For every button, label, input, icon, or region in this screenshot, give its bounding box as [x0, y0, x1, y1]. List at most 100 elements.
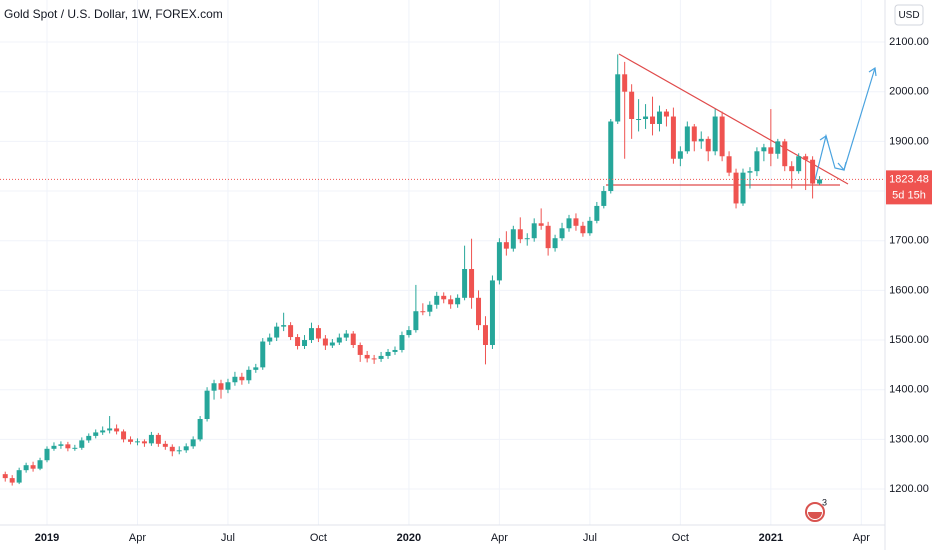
- x-tick-label: 2020: [397, 532, 421, 544]
- candle-body: [93, 432, 99, 436]
- candle-body: [538, 223, 544, 226]
- candle-body: [705, 138, 711, 152]
- candle-body: [225, 382, 231, 390]
- candle-body: [656, 111, 662, 124]
- candle-body: [350, 333, 356, 345]
- candle-body: [371, 358, 377, 360]
- candle-body: [719, 116, 725, 157]
- candle-body: [740, 172, 746, 204]
- arrow-head: [837, 161, 847, 172]
- candle-body: [796, 156, 802, 172]
- candle-body: [698, 138, 704, 142]
- candle-body: [663, 111, 669, 117]
- currency-label[interactable]: USD: [898, 10, 919, 21]
- candle-body: [246, 369, 252, 381]
- candle-body: [204, 390, 210, 420]
- candle-body: [37, 460, 43, 469]
- candle-body: [413, 311, 419, 331]
- time-axis: 2019 Apr Jul Oct 2020 Apr Jul Oct 2021 Apr: [35, 532, 870, 544]
- candle-body: [190, 439, 196, 447]
- x-tick-label: Apr: [853, 532, 870, 544]
- x-tick-label: Apr: [129, 532, 146, 544]
- candle-body: [677, 151, 683, 159]
- candle-body: [2, 474, 8, 479]
- candle-body: [754, 151, 760, 172]
- candle-body: [336, 337, 342, 343]
- candle-body: [148, 434, 154, 444]
- candle-body: [218, 383, 224, 390]
- y-tick-label: 1200.00: [889, 483, 929, 495]
- candle-body: [531, 223, 537, 239]
- candle-body: [121, 431, 127, 440]
- y-tick-label: 2100.00: [889, 36, 929, 48]
- candle-body: [587, 220, 593, 234]
- candle-body: [580, 225, 586, 234]
- candle-body: [545, 225, 551, 249]
- candle-body: [594, 205, 600, 221]
- chart-title: Gold Spot / U.S. Dollar, 1W, FOREX.com: [4, 7, 223, 21]
- candle-body: [253, 367, 259, 370]
- y-tick-label: 1600.00: [889, 284, 929, 296]
- x-tick-label: 2019: [35, 532, 59, 544]
- candle-body: [573, 218, 579, 226]
- candle-body: [803, 156, 809, 160]
- x-tick-label: Oct: [672, 532, 689, 544]
- candle-body: [420, 311, 426, 313]
- candle-body: [712, 116, 718, 152]
- candle-body: [114, 428, 120, 432]
- candle-body: [747, 171, 753, 173]
- candle-body: [615, 74, 621, 122]
- candle-body: [232, 376, 238, 383]
- arrow-head: [819, 135, 829, 144]
- candle-body: [357, 345, 363, 355]
- x-tick-label: Oct: [310, 532, 327, 544]
- candle-body: [496, 242, 502, 281]
- logo-flag: [808, 512, 822, 519]
- x-tick-label: 2021: [759, 532, 783, 544]
- y-tick-label: 1300.00: [889, 433, 929, 445]
- candle-body: [448, 299, 454, 305]
- candle-body: [789, 166, 795, 172]
- y-tick-label: 1500.00: [889, 334, 929, 346]
- candle-body: [601, 191, 607, 206]
- candle-body: [288, 325, 294, 338]
- countdown-label: 5d 15h: [892, 189, 926, 201]
- candle-body: [392, 349, 398, 352]
- candle-body: [385, 351, 391, 356]
- candle-body: [510, 229, 516, 249]
- candle-body: [775, 141, 781, 154]
- candle-body: [455, 297, 461, 305]
- candle-body: [434, 295, 440, 305]
- candle-body: [670, 116, 676, 159]
- candle-body: [197, 419, 203, 440]
- candle-body: [761, 147, 767, 152]
- candle-body: [406, 330, 412, 336]
- candle-body: [281, 325, 287, 327]
- candle-body: [315, 328, 321, 339]
- candle-body: [810, 159, 816, 184]
- candle-body: [274, 326, 280, 338]
- candle-body: [517, 229, 523, 240]
- candle-body: [308, 328, 314, 341]
- candle-body: [817, 179, 823, 184]
- projection-path: [814, 67, 876, 181]
- currency-button[interactable]: [894, 4, 924, 26]
- y-tick-label: 2000.00: [889, 86, 929, 98]
- candle-body: [566, 218, 572, 229]
- candle-body: [733, 172, 739, 204]
- candle-body: [211, 383, 217, 391]
- candle-body: [176, 450, 182, 452]
- price-axis: 1200.00 1300.00 1400.00 1500.00 1600.00 1700.…: [886, 36, 932, 495]
- candle-body: [134, 441, 140, 443]
- candle-body: [239, 376, 245, 381]
- candles: [0, 54, 885, 486]
- candle-body: [141, 441, 147, 444]
- candle-body: [622, 74, 628, 92]
- candle-body: [169, 446, 175, 452]
- candle-body: [100, 430, 106, 433]
- candle-body: [726, 156, 732, 173]
- candle-body: [51, 445, 57, 449]
- x-tick-label: Jul: [583, 532, 597, 544]
- candle-body: [322, 338, 328, 346]
